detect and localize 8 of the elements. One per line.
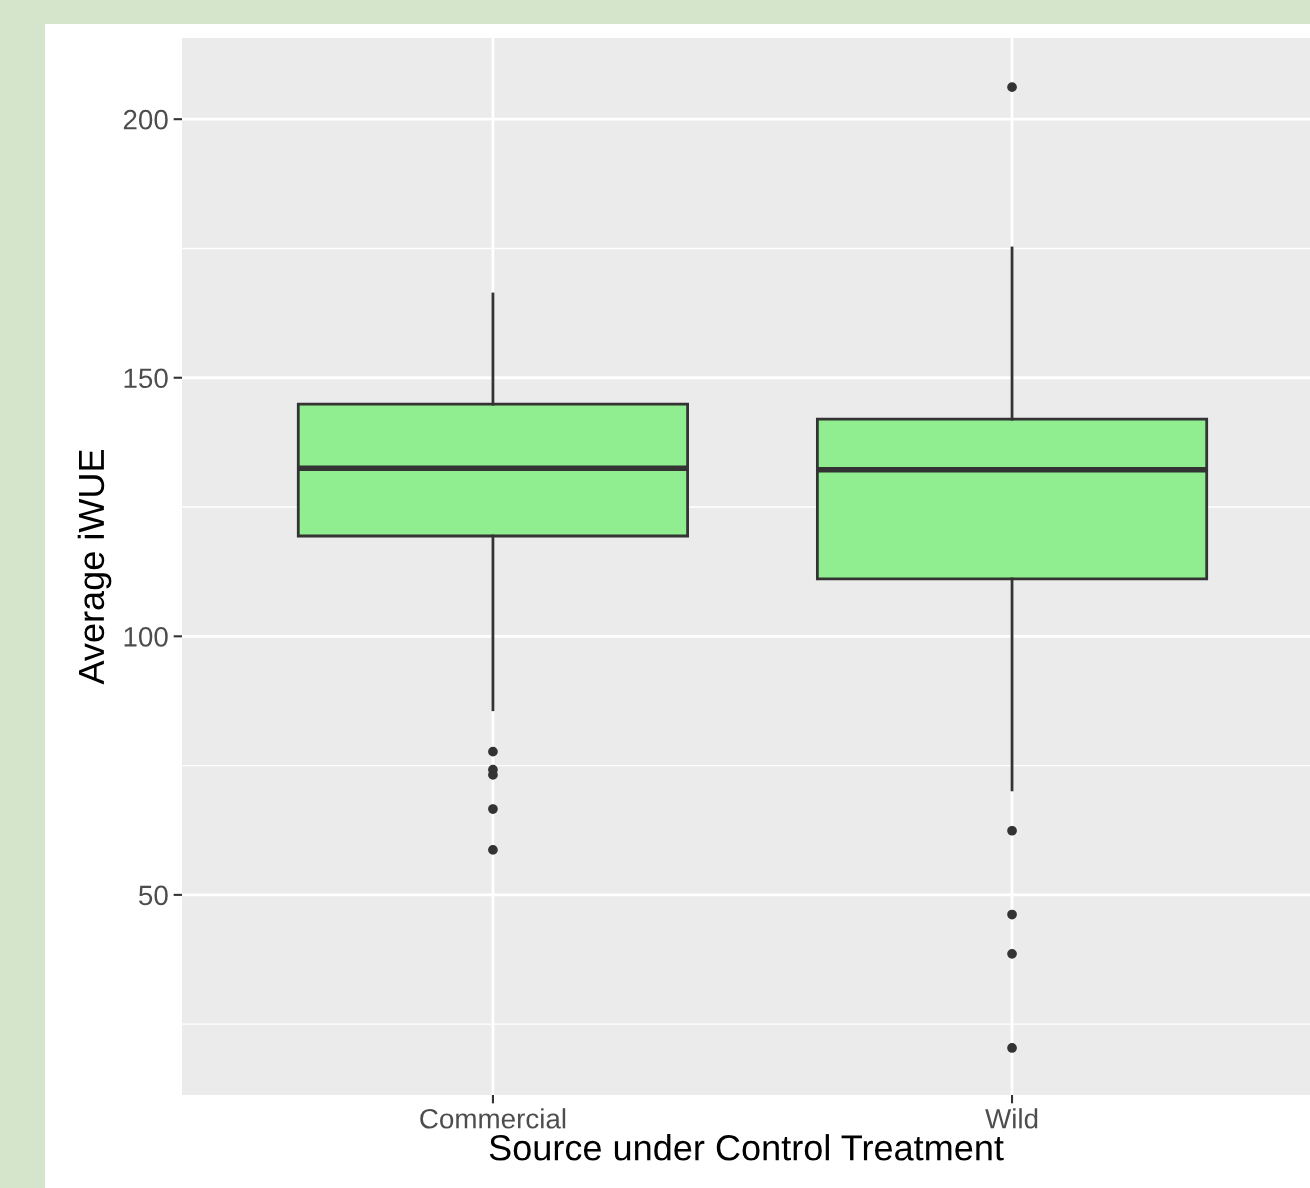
- y-tick-label: 50: [139, 885, 168, 906]
- x-tick-label: Wild: [985, 1108, 1038, 1129]
- x-axis-title: Source under Control Treatment: [489, 1134, 1004, 1161]
- y-tick-label: 100: [124, 626, 168, 647]
- y-tick-label: 200: [123, 109, 168, 130]
- x-tick-label: Commercial: [420, 1108, 566, 1129]
- y-axis-title: Average iWUE: [77, 449, 112, 685]
- y-tick-label: 150: [124, 368, 168, 389]
